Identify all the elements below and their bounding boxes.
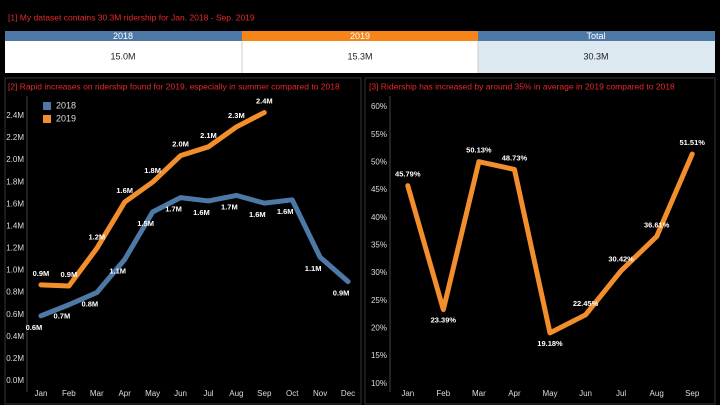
value-label: 0.9M — [61, 270, 78, 279]
x-tick-label: Apr — [118, 389, 131, 398]
y-tick-label: 0.4M — [6, 332, 24, 341]
y-tick-label: 45% — [371, 185, 387, 194]
legend-swatch — [43, 115, 51, 123]
y-tick-label: 20% — [371, 323, 387, 332]
value-label: 1.1M — [109, 266, 126, 275]
x-tick-label: Jan — [401, 389, 414, 398]
value-label: 1.8M — [144, 166, 161, 175]
value-label: 2.0M — [172, 140, 189, 149]
x-tick-label: Jun — [174, 389, 187, 398]
summary-title: [1] My dataset contains 30.3M ridership … — [8, 12, 255, 22]
value-label: 1.7M — [221, 202, 238, 211]
value-label: 0.8M — [81, 300, 98, 309]
value-label: 0.9M — [333, 289, 350, 298]
x-tick-label: Jun — [579, 389, 592, 398]
summary-value: 15.3M — [347, 51, 372, 61]
panel — [4, 77, 362, 405]
y-tick-label: 0.6M — [6, 310, 24, 319]
x-tick-label: Jan — [35, 389, 48, 398]
x-tick-label: Jul — [616, 389, 626, 398]
value-label: 1.6M — [193, 208, 210, 217]
summary-value: 30.3M — [583, 51, 608, 61]
value-label: 0.6M — [26, 323, 43, 332]
value-label: 30.42% — [608, 255, 634, 264]
y-tick-label: 1.8M — [6, 177, 24, 186]
header-cell — [5, 31, 242, 41]
summary-value: 15.0M — [110, 51, 135, 61]
x-tick-label: Feb — [62, 389, 76, 398]
y-tick-label: 2.2M — [6, 133, 24, 142]
value-label: 2.4M — [256, 97, 273, 106]
x-tick-label: Oct — [286, 389, 299, 398]
y-tick-label: 2.4M — [6, 111, 24, 120]
header-cell — [242, 31, 478, 41]
y-tick-label: 40% — [371, 213, 387, 222]
value-label: 1.5M — [137, 219, 154, 228]
value-label: 1.6M — [116, 186, 133, 195]
header-label: 2018 — [113, 31, 133, 41]
value-label: 50.13% — [466, 146, 492, 155]
y-tick-label: 60% — [371, 102, 387, 111]
legend-label: 2018 — [56, 100, 76, 110]
line — [38, 110, 267, 289]
y-tick-label: 1.0M — [6, 266, 24, 275]
value-label: 1.1M — [305, 264, 322, 273]
x-tick-label: Nov — [313, 389, 327, 398]
header-label: 2019 — [350, 31, 370, 41]
line — [405, 151, 695, 336]
x-tick-label: Mar — [472, 389, 486, 398]
x-tick-label: Sep — [257, 389, 272, 398]
value-cell — [478, 41, 715, 73]
y-tick-label: 15% — [371, 351, 387, 360]
value-label: 2.1M — [200, 131, 217, 140]
y-tick-label: 1.4M — [6, 221, 24, 230]
value-label: 2.3M — [228, 111, 245, 120]
x-tick-label: Sep — [685, 389, 700, 398]
value-label: 23.39% — [431, 316, 457, 325]
chart-title: [2] Rapid increases on ridership found f… — [8, 81, 340, 91]
y-tick-label: 50% — [371, 158, 387, 167]
x-tick-label: Jul — [203, 389, 213, 398]
y-tick-label: 10% — [371, 379, 387, 388]
value-label: 19.18% — [537, 339, 563, 348]
y-tick-label: 25% — [371, 296, 387, 305]
y-tick-label: 30% — [371, 268, 387, 277]
y-tick-label: 0.0M — [6, 376, 24, 385]
value-label: 51.51% — [680, 138, 706, 147]
value-label: 1.7M — [165, 205, 182, 214]
x-tick-label: Aug — [229, 389, 243, 398]
chart-title: [3] Ridership has increased by around 35… — [369, 81, 675, 91]
value-label: 36.61% — [644, 220, 670, 229]
x-tick-label: Aug — [650, 389, 664, 398]
x-tick-label: May — [542, 389, 557, 398]
value-label: 0.7M — [54, 312, 71, 321]
value-label: 0.9M — [33, 269, 50, 278]
value-label: 22.45% — [573, 299, 599, 308]
legend-label: 2019 — [56, 113, 76, 123]
x-tick-label: Apr — [508, 389, 521, 398]
value-label: 1.6M — [249, 210, 266, 219]
x-tick-label: May — [145, 389, 160, 398]
x-tick-label: Feb — [436, 389, 450, 398]
y-tick-label: 0.2M — [6, 354, 24, 363]
y-tick-label: 2.0M — [6, 155, 24, 164]
y-tick-label: 1.2M — [6, 244, 24, 253]
value-label: 1.6M — [277, 207, 294, 216]
line — [38, 192, 351, 319]
y-tick-label: 55% — [371, 130, 387, 139]
y-tick-label: 35% — [371, 240, 387, 249]
value-label: 45.79% — [395, 170, 421, 179]
header-cell — [478, 31, 715, 41]
y-tick-label: 1.6M — [6, 199, 24, 208]
value-label: 1.2M — [88, 232, 105, 241]
x-tick-label: Dec — [341, 389, 355, 398]
y-tick-label: 0.8M — [6, 288, 24, 297]
value-label: 48.73% — [502, 153, 528, 162]
legend-swatch — [43, 102, 51, 110]
header-label: Total — [586, 31, 605, 41]
panel — [364, 77, 716, 405]
x-tick-label: Mar — [90, 389, 104, 398]
